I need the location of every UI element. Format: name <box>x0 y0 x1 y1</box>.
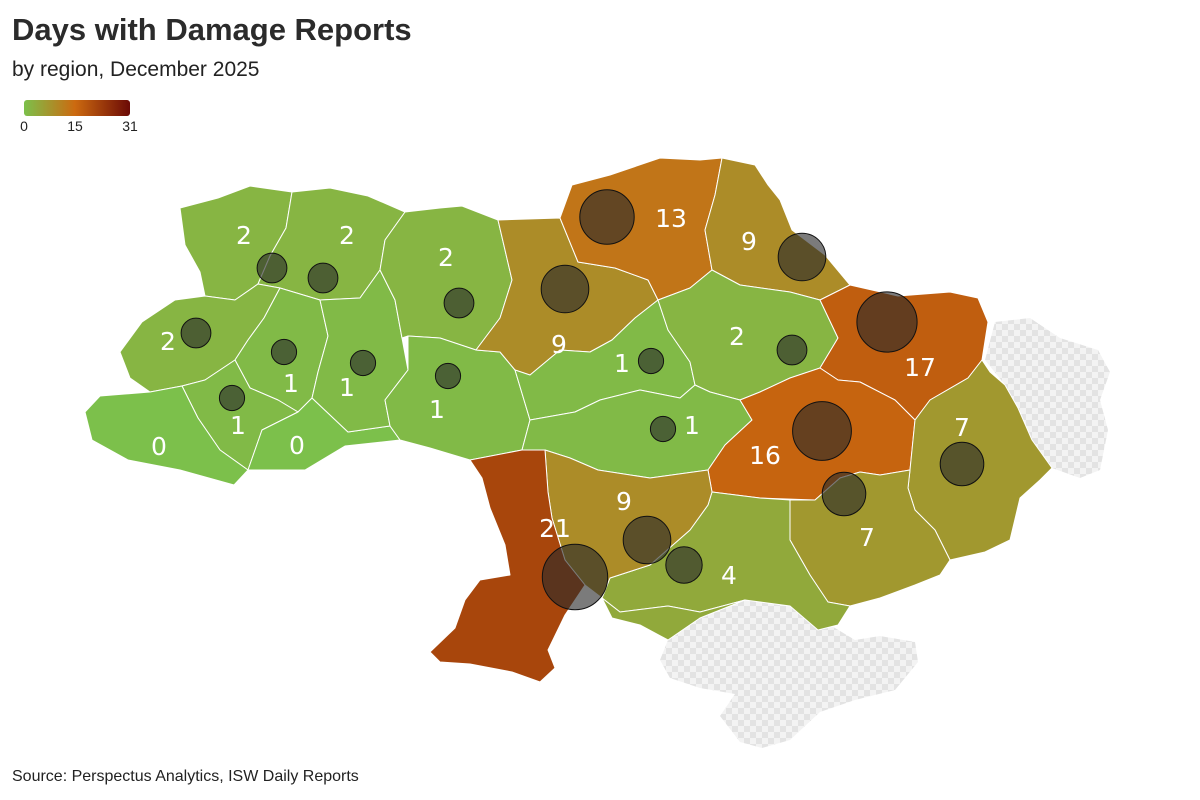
page-title: Days with Damage Reports <box>12 12 412 47</box>
label-khmelnytskyi: 1 <box>339 373 355 402</box>
legend-max-label: 31 <box>122 118 138 134</box>
legend-mid-label: 15 <box>67 118 83 134</box>
bubble-lviv <box>180 317 212 349</box>
label-cherkasy: 1 <box>614 349 630 378</box>
bubble-vinnytsia <box>434 362 462 390</box>
bubble-luhansk <box>939 441 985 487</box>
bubble-khmelnytskyi <box>349 349 377 377</box>
region-kherson <box>601 597 746 641</box>
label-donetsk: 7 <box>859 523 875 552</box>
bubble-volyn <box>256 252 288 284</box>
bubble-ivano-frankivsk <box>218 384 246 412</box>
label-kyiv: 9 <box>551 330 567 359</box>
label-chernihiv: 13 <box>655 204 687 233</box>
bubble-rivne <box>307 262 339 294</box>
bubble-sumy <box>777 232 827 282</box>
bubble-layer <box>180 189 985 611</box>
bubble-cherkasy <box>637 347 665 375</box>
bubble-kharkiv <box>856 291 918 353</box>
label-sumy: 9 <box>741 227 757 256</box>
label-zaporizhzhia: 4 <box>721 561 737 590</box>
label-volyn: 2 <box>236 221 252 250</box>
legend-ticks: 0 15 31 <box>20 116 138 134</box>
color-legend: 0 15 31 <box>20 100 138 134</box>
legend-min-label: 0 <box>20 118 28 134</box>
label-luhansk: 7 <box>954 413 970 442</box>
bubble-poltava <box>776 334 808 366</box>
label-odesa: 21 <box>539 514 571 543</box>
bubble-zaporizhzhia <box>665 546 703 584</box>
label-zhytomyr: 2 <box>438 243 454 272</box>
bubble-donetsk <box>821 471 867 517</box>
label-dnipropetrovsk: 16 <box>749 441 781 470</box>
label-ivano-frankivsk: 1 <box>230 411 246 440</box>
label-kharkiv: 17 <box>904 353 936 382</box>
label-zakarpattia: 0 <box>151 432 167 461</box>
bubble-zhytomyr <box>443 287 475 319</box>
region-zakarpattia <box>84 385 249 486</box>
label-mykolaiv: 9 <box>616 487 632 516</box>
bubble-ternopil <box>270 338 298 366</box>
occupied-area-east <box>985 318 1110 478</box>
bubble-dnipropetrovsk <box>792 401 852 461</box>
bubble-mykolaiv <box>622 515 672 565</box>
page-subtitle: by region, December 2025 <box>12 58 260 81</box>
label-poltava: 2 <box>729 322 745 351</box>
legend-gradient-bar <box>24 100 130 116</box>
bubble-kirovohrad <box>649 415 677 443</box>
region-odesa <box>429 449 586 683</box>
source-note: Source: Perspectus Analytics, ISW Daily … <box>12 768 359 785</box>
label-kirovohrad: 1 <box>684 411 700 440</box>
label-ternopil: 1 <box>283 369 299 398</box>
bubble-chernihiv <box>579 189 635 245</box>
occupied-area-crimea <box>660 600 918 748</box>
label-chernivtsi: 0 <box>289 431 305 460</box>
bubble-odesa <box>541 543 609 611</box>
regions-layer <box>84 157 1053 683</box>
bubble-kyiv <box>540 264 590 314</box>
label-layer: 2 2 2 1 1 0 0 1 2 1 9 13 9 1 2 17 1 16 7… <box>151 204 970 590</box>
label-vinnytsia: 1 <box>429 395 445 424</box>
label-lviv: 2 <box>160 327 176 356</box>
label-rivne: 2 <box>339 221 355 250</box>
